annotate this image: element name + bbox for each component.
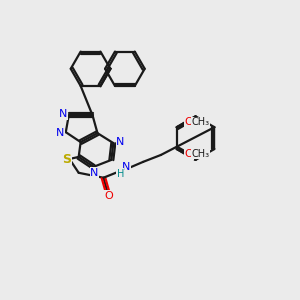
- Text: O: O: [184, 117, 193, 127]
- Text: N: N: [116, 137, 124, 147]
- Text: N: N: [58, 109, 67, 119]
- Text: O: O: [184, 149, 193, 159]
- Text: S: S: [62, 153, 71, 167]
- Text: H: H: [117, 169, 124, 179]
- Text: CH₃: CH₃: [191, 117, 209, 127]
- Text: N: N: [122, 162, 130, 172]
- Text: N: N: [90, 168, 99, 178]
- Text: N: N: [56, 128, 64, 138]
- Text: O: O: [104, 190, 113, 201]
- Text: CH₃: CH₃: [191, 149, 209, 159]
